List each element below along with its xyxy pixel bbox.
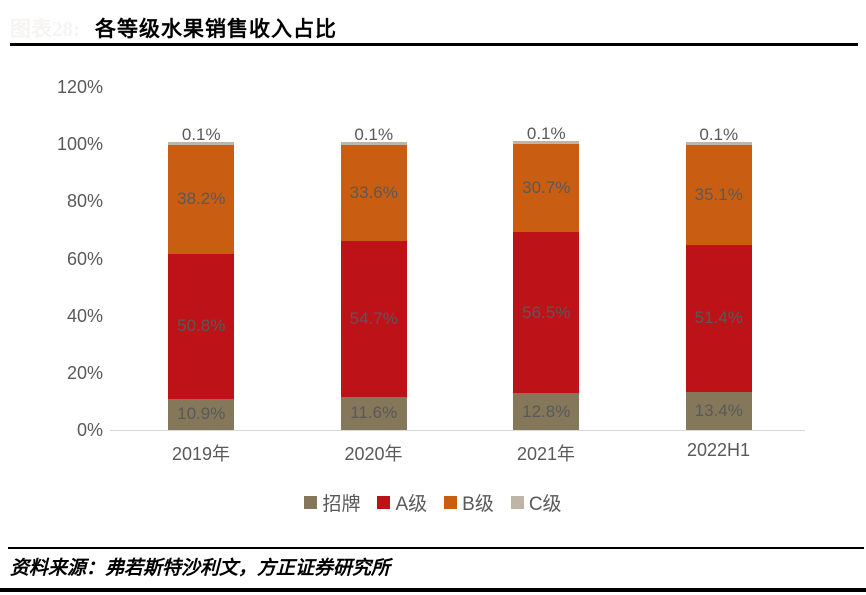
- data-label: 0.1%: [181, 124, 221, 144]
- legend-label: B级: [462, 494, 494, 515]
- y-axis-tick-label: 120%: [56, 77, 103, 98]
- bar-segment-招牌: 13.4%: [685, 391, 752, 430]
- bar-segment-招牌: 12.8%: [513, 393, 580, 430]
- title-divider: [10, 43, 858, 46]
- legend-item-A级: A级: [377, 489, 427, 516]
- legend-label: C级: [528, 494, 562, 515]
- footer-divider-top: [8, 547, 864, 549]
- data-label: 30.7%: [522, 178, 571, 198]
- figure-number-watermark: 图表28:: [10, 17, 80, 41]
- data-label: 56.5%: [522, 302, 571, 322]
- bar-segment-C级: 0.1%: [168, 125, 235, 145]
- bar-segment-C级: 0.1%: [340, 125, 407, 145]
- legend-item-B级: B级: [444, 489, 494, 516]
- data-label: 35.1%: [694, 184, 743, 204]
- y-axis-tick-label: 40%: [66, 305, 103, 326]
- x-axis-category-label: 2022H1: [686, 440, 751, 460]
- source-note: 资料来源：弗若斯特沙利文，方正证券研究所: [10, 558, 391, 579]
- x-axis-line: [110, 430, 805, 431]
- legend-item-招牌: 招牌: [304, 489, 360, 516]
- legend-item-C级: C级: [510, 489, 562, 516]
- legend-swatch-icon: [510, 496, 524, 509]
- bar-segment-B级: 30.7%: [513, 144, 580, 233]
- y-axis-tick-label: 80%: [66, 191, 103, 212]
- x-axis-category-label: 2019年: [171, 444, 231, 464]
- chart-title: 各等级水果销售收入占比: [95, 17, 337, 41]
- x-axis-category-label: 2021年: [516, 444, 576, 464]
- x-axis-category-label: 2020年: [344, 444, 403, 464]
- y-axis-tick-label: 0%: [76, 420, 103, 440]
- bar-segment-B级: 33.6%: [340, 144, 407, 241]
- bar-segment-A级: 54.7%: [340, 240, 407, 397]
- data-label: 10.9%: [177, 404, 226, 424]
- chart-legend: 招牌 A级 B级 C级: [0, 489, 866, 516]
- legend-swatch-icon: [444, 496, 458, 509]
- y-axis-tick-label: 60%: [66, 248, 103, 269]
- data-label: 51.4%: [694, 308, 743, 328]
- data-label: 0.1%: [354, 124, 394, 144]
- data-label: 0.1%: [699, 124, 739, 144]
- data-label: 38.2%: [177, 189, 226, 209]
- data-label: 0.1%: [526, 124, 566, 144]
- data-label: 50.8%: [177, 316, 226, 336]
- bar-segment-A级: 56.5%: [513, 232, 580, 394]
- data-label: 54.7%: [349, 308, 398, 328]
- bar-segment-B级: 35.1%: [685, 144, 752, 245]
- data-label: 13.4%: [694, 400, 743, 420]
- legend-swatch-icon: [304, 496, 318, 509]
- bar-segment-招牌: 10.9%: [168, 398, 235, 430]
- bar-segment-C级: 0.1%: [685, 125, 752, 145]
- y-axis-tick-label: 100%: [56, 134, 103, 155]
- data-label: 12.8%: [522, 401, 571, 421]
- legend-label: 招牌: [322, 494, 361, 515]
- bar-segment-A级: 50.8%: [168, 253, 235, 399]
- bar-segment-A级: 51.4%: [685, 244, 752, 392]
- data-label: 33.6%: [349, 182, 398, 202]
- legend-label: A级: [395, 494, 428, 515]
- footer-divider-bottom: [0, 588, 866, 592]
- bar-segment-B级: 38.2%: [168, 144, 235, 254]
- bar-segment-招牌: 11.6%: [340, 396, 407, 430]
- bar-segment-C级: 0.1%: [513, 125, 580, 145]
- y-axis-tick-label: 20%: [66, 362, 103, 383]
- data-label: 11.6%: [350, 403, 398, 423]
- legend-swatch-icon: [377, 496, 391, 509]
